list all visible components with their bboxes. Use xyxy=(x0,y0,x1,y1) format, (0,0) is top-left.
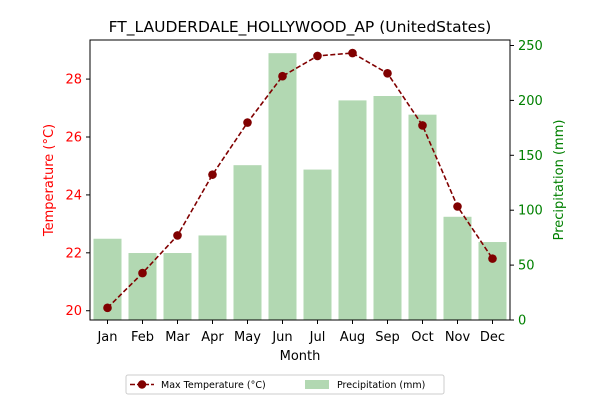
x-tick-label-apr: Apr xyxy=(201,330,224,345)
precip-bar-may xyxy=(233,165,262,320)
x-tick-label-aug: Aug xyxy=(340,330,365,345)
precip-bar-aug xyxy=(338,100,367,321)
y-right-tick-label-50: 50 xyxy=(518,259,535,274)
legend-label-temperature: Max Temperature (°C) xyxy=(161,380,266,391)
chart-title: FT_LAUDERDALE_HOLLYWOOD_AP (UnitedStates… xyxy=(109,18,492,37)
x-tick-label-jan: Jan xyxy=(96,330,117,345)
precip-bar-oct xyxy=(408,114,437,321)
temperature-point-apr xyxy=(208,170,217,179)
x-axis-label: Month xyxy=(280,349,321,364)
y-right-tick-label-150: 150 xyxy=(518,149,543,164)
precip-bar-mar xyxy=(163,253,192,320)
y-axis-right: 0 50 100 150 200 250 xyxy=(510,39,543,329)
y-right-tick-label-0: 0 xyxy=(518,314,526,329)
y-right-tick-label-100: 100 xyxy=(518,204,543,219)
y-right-tick-label-200: 200 xyxy=(518,94,543,109)
precip-bar-apr xyxy=(198,235,227,320)
legend-bar-swatch xyxy=(305,380,329,389)
legend: Max Temperature (°C) Precipitation (mm) xyxy=(125,374,445,395)
y-left-tick-label-24: 24 xyxy=(65,188,82,203)
line-layer xyxy=(103,48,497,313)
legend-marker-swatch xyxy=(137,380,147,389)
temperature-point-feb xyxy=(138,268,147,278)
temperature-point-nov xyxy=(453,202,462,211)
x-tick-label-oct: Oct xyxy=(411,330,433,345)
temperature-point-sep xyxy=(383,68,392,78)
x-axis: Jan Feb Mar Apr May Jun Jul Aug Sep Oct Nov Dec xyxy=(96,320,505,345)
temperature-point-mar xyxy=(173,231,182,240)
y-right-tick-label-250: 250 xyxy=(518,39,543,54)
temperature-line xyxy=(106,52,494,309)
x-tick-label-jul: Jul xyxy=(309,330,326,345)
precip-bar-dec xyxy=(478,242,507,320)
y-left-tick-label-22: 22 xyxy=(65,246,82,261)
precip-bar-jul xyxy=(303,169,332,320)
temperature-point-jun xyxy=(278,71,287,81)
temperature-point-dec xyxy=(488,254,497,263)
legend-box xyxy=(125,374,445,395)
temperature-point-oct xyxy=(418,121,427,130)
y-left-tick-label-28: 28 xyxy=(65,73,82,88)
precip-bar-jun xyxy=(268,53,297,320)
x-tick-label-may: May xyxy=(234,330,261,345)
y-axis-left: 20 22 24 26 28 xyxy=(65,73,90,319)
y-left-tick-label-20: 20 xyxy=(65,304,82,319)
plot-frame xyxy=(89,39,511,321)
temperature-point-jan xyxy=(103,303,112,313)
y-axis-right-label: Precipitation (mm) xyxy=(552,120,567,241)
y-left-tick-label-26: 26 xyxy=(65,131,82,146)
y-axis-left-label: Temperature (°C) xyxy=(42,124,57,237)
x-tick-label-dec: Dec xyxy=(480,330,505,345)
x-tick-label-jun: Jun xyxy=(271,330,292,345)
temperature-point-may xyxy=(243,118,252,127)
x-tick-label-feb: Feb xyxy=(131,330,154,345)
legend-label-precipitation: Precipitation (mm) xyxy=(337,380,425,391)
temperature-point-aug xyxy=(348,48,357,58)
x-tick-label-sep: Sep xyxy=(375,330,400,345)
precip-bar-sep xyxy=(373,96,402,320)
x-tick-label-nov: Nov xyxy=(445,330,471,345)
x-tick-label-mar: Mar xyxy=(165,330,190,345)
bars-layer xyxy=(93,53,507,321)
temperature-point-jul xyxy=(313,51,322,61)
precip-bar-nov xyxy=(443,216,472,320)
